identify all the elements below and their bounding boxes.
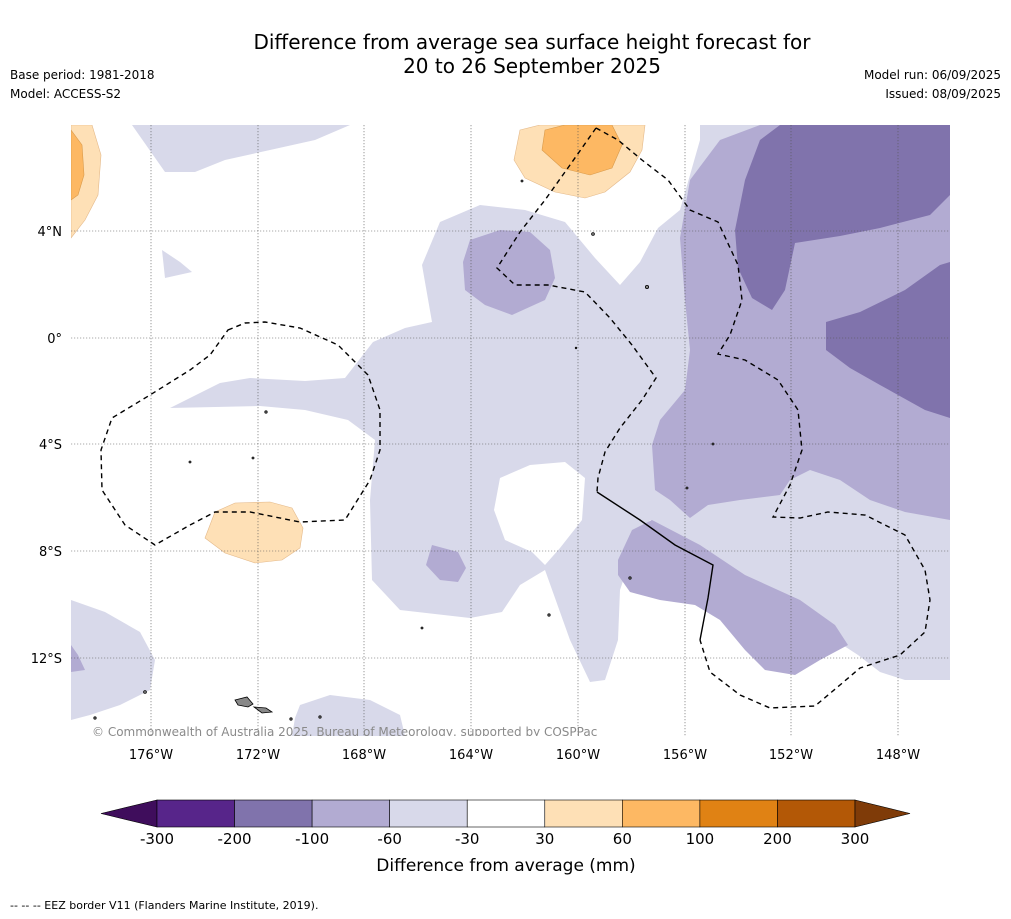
anomaly-region-medium-center (463, 230, 555, 315)
solid-boundary (596, 491, 714, 641)
lat-label: 0° (47, 332, 62, 347)
island (711, 442, 715, 446)
anomaly-region-light-southwest (71, 600, 155, 720)
island (93, 716, 97, 720)
island (520, 179, 524, 183)
colorbar-swatch (466, 799, 546, 828)
lon-label: 156°W (663, 748, 707, 763)
colorbar-tick-label: -300 (140, 830, 174, 848)
colorbar-swatch (389, 799, 468, 828)
anomaly-region-light-north (132, 125, 350, 172)
anomaly-region-orange-west (71, 129, 85, 201)
lon-label: 172°W (236, 748, 280, 763)
anomaly-region-orange-north (541, 125, 623, 176)
colorbar-labels: -300 -200 -100 -60 -30 30 60 100 200 300 (140, 830, 869, 848)
lon-label: 176°W (129, 748, 173, 763)
longitude-labels: 176°W 172°W 168°W 164°W 160°W 156°W 152°… (129, 748, 920, 763)
colorbar-tick-label: 60 (613, 830, 632, 848)
colorbar-swatch (234, 799, 313, 828)
island (685, 486, 689, 490)
lon-label: 164°W (449, 748, 493, 763)
eez-footnote: -- -- -- EEZ border V11 (Flanders Marine… (10, 899, 319, 912)
island (628, 576, 632, 580)
colorbar-tick-label: -200 (218, 830, 252, 848)
colorbar-swatch (622, 799, 701, 828)
colorbar-extend-min (100, 799, 158, 828)
colorbar-swatch (311, 799, 390, 828)
anomaly-region-medium-small (426, 545, 466, 582)
model-name: Model: ACCESS-S2 (10, 87, 122, 101)
colorbar-swatch (699, 799, 778, 828)
island (264, 410, 268, 414)
anomaly-region-neutral-hole (494, 462, 585, 565)
title-line-1: Difference from average sea surface heig… (253, 30, 811, 54)
latitude-gridlines (71, 230, 950, 659)
island (591, 232, 595, 236)
anomaly-region-dark-north (735, 125, 950, 310)
island (251, 456, 255, 460)
latitude-labels: 4°N 0° 4°S 8°S 12°S (31, 225, 62, 667)
copyright-notice: © Commonwealth of Australia 2025, Bureau… (92, 725, 597, 739)
lon-label: 152°W (769, 748, 813, 763)
anomaly-region-dark-east (826, 262, 950, 418)
lon-label: 148°W (876, 748, 920, 763)
colorbar-title: Difference from average (mm) (376, 856, 635, 876)
colorbar-tick-label: -30 (455, 830, 480, 848)
colorbar-extend-max (854, 799, 911, 828)
colorbar-swatches (100, 799, 911, 828)
colorbar-tick-label: 200 (763, 830, 792, 848)
colorbar-tick-label: 100 (686, 830, 715, 848)
islands (93, 179, 715, 721)
colorbar-swatch (544, 799, 623, 828)
island (547, 613, 551, 617)
colorbar-swatch (156, 799, 235, 828)
colorbar-tick-label: 30 (535, 830, 554, 848)
anomaly-region-medium-southeast (618, 520, 848, 675)
lon-label: 160°W (556, 748, 600, 763)
lat-label: 8°S (39, 545, 62, 560)
model-run: Model run: 06/09/2025 (863, 68, 1001, 82)
title-line-2: 20 to 26 September 2025 (403, 54, 661, 78)
island (289, 717, 293, 721)
lat-label: 4°N (38, 225, 63, 240)
island (188, 460, 192, 464)
lon-label: 168°W (342, 748, 386, 763)
island (645, 284, 650, 289)
colorbar-tick-label: 300 (841, 830, 870, 848)
issued-date: Issued: 08/09/2025 (885, 87, 1001, 101)
colorbar-tick-label: -60 (377, 830, 402, 848)
anomaly-region-medium-southwest (71, 645, 85, 672)
lat-label: 12°S (31, 652, 62, 667)
anomaly-region-light-small (162, 250, 192, 278)
island (143, 690, 147, 694)
lat-label: 4°S (39, 438, 62, 453)
meta-left: Base period: 1981-2018 Model: ACCESS-S2 (10, 66, 155, 104)
map-title: Difference from average sea surface heig… (200, 30, 864, 78)
eez-borders (100, 127, 931, 709)
map-area: © Commonwealth of Australia 2025, Bureau… (71, 125, 950, 739)
colorbar-tick-label: -100 (295, 830, 329, 848)
colorbar: -300 -200 -100 -60 -30 30 60 100 200 300 Differen… (100, 799, 911, 876)
base-period: Base period: 1981-2018 (10, 68, 155, 82)
island-upolu (234, 696, 254, 708)
island (574, 346, 578, 350)
anomaly-region-light-south (292, 695, 405, 736)
island-savaii (252, 706, 274, 714)
colorbar-swatch (777, 799, 856, 828)
island (420, 626, 424, 630)
meta-right: Model run: 06/09/2025 Issued: 08/09/2025 (864, 66, 1001, 104)
island (318, 715, 322, 719)
